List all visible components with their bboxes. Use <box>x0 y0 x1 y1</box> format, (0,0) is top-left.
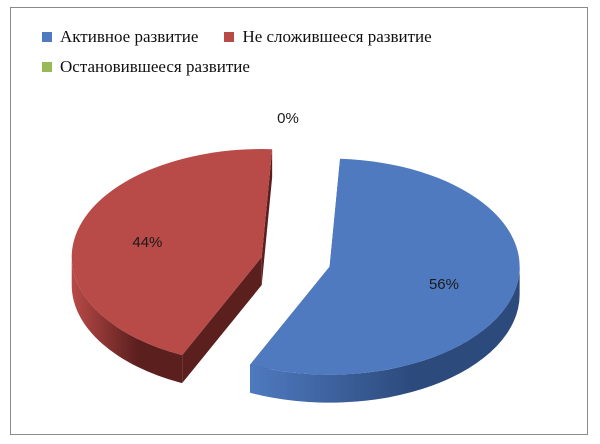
slice-wall-start-unformed <box>182 257 262 384</box>
legend-swatch-unformed <box>224 32 235 42</box>
slice-top-active <box>250 158 520 375</box>
legend-item-unformed: Не сложившееся развитие <box>224 27 432 47</box>
legend-swatch-stopped <box>42 62 52 72</box>
slice-edge-active <box>250 266 520 403</box>
legend-item-stopped: Остановившееся развитие <box>42 57 250 77</box>
pie-slice-active <box>250 158 520 403</box>
slice-wall-end-unformed <box>261 149 273 286</box>
slice-top-unformed <box>71 149 273 356</box>
slice-edge-unformed <box>71 257 183 384</box>
legend: Активное развитие Не сложившееся развити… <box>42 22 458 82</box>
legend-item-active: Активное развитие <box>42 27 198 47</box>
data-label-active: 56% <box>429 276 459 293</box>
data-label-stopped: 0% <box>277 110 299 127</box>
legend-label-unformed: Не сложившееся развитие <box>242 27 432 46</box>
legend-label-active: Активное развитие <box>60 27 199 46</box>
legend-swatch-active <box>42 32 52 42</box>
data-label-unformed: 44% <box>132 234 162 251</box>
legend-label-stopped: Остановившееся развитие <box>60 57 250 76</box>
pie-slice-unformed <box>71 149 273 384</box>
